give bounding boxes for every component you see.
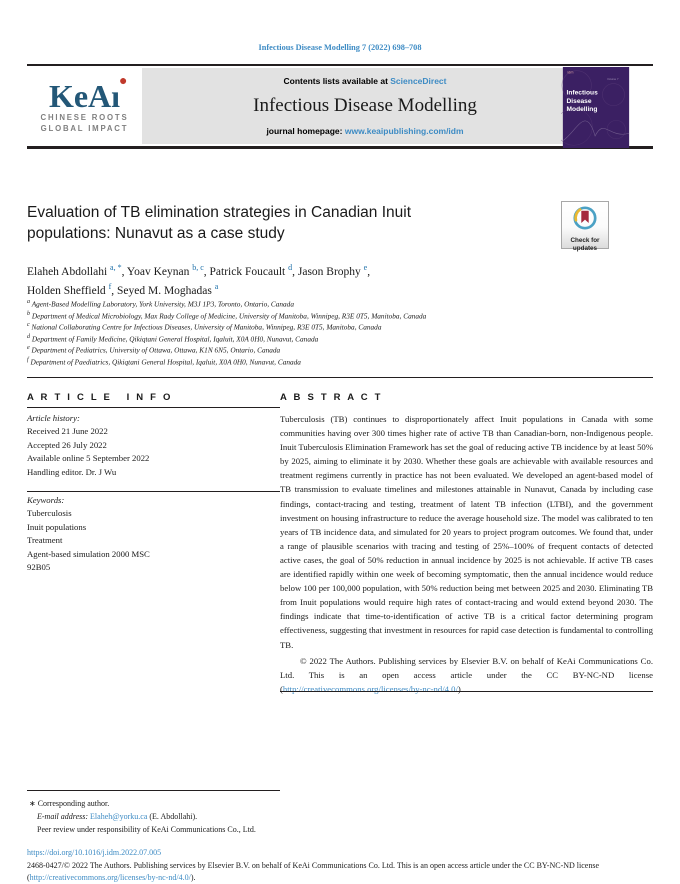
svg-text:idm: idm	[567, 70, 573, 74]
svg-text:Modelling: Modelling	[567, 106, 598, 113]
svg-text:Volume 7: Volume 7	[607, 77, 619, 81]
svg-text:Infectious: Infectious	[567, 90, 599, 97]
svg-text:Disease: Disease	[567, 98, 592, 105]
